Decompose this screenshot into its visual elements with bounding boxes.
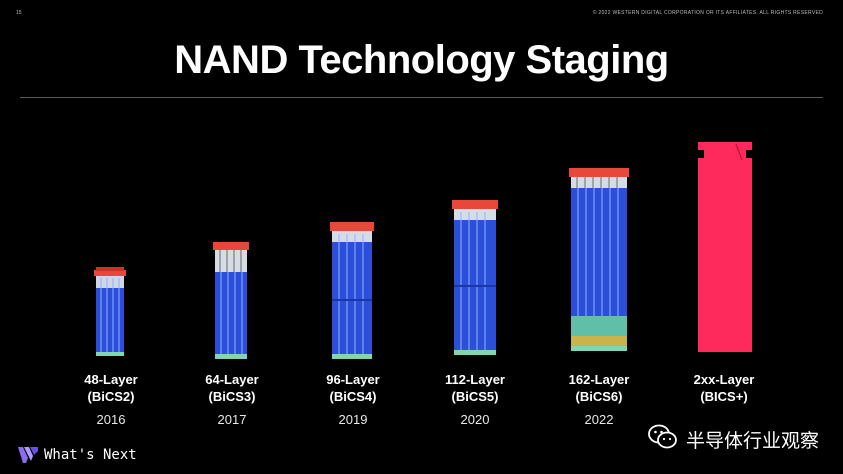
chip-illustration-bics2	[93, 266, 127, 358]
stage-layers: 64-Layer	[205, 372, 259, 387]
watermark-text: 半导体行业观察	[685, 430, 819, 452]
stage-code: (BiCS5)	[451, 389, 499, 404]
stage-code: (BiCS4)	[329, 389, 377, 404]
stage-code: (BiCS6)	[575, 389, 623, 404]
stage-year: 2019	[338, 412, 368, 427]
chip-illustration-bics3	[211, 240, 251, 362]
chip-illustration-bics5	[450, 198, 500, 358]
wechat-icon	[648, 424, 678, 455]
stage-year: 2020	[460, 412, 490, 427]
watermark: 半导体行业观察	[648, 424, 819, 455]
stage-layers: 112-Layer	[445, 372, 505, 387]
stage-code: (BICS+)	[700, 389, 748, 404]
stage-layers: 2xx-Layer	[693, 372, 755, 387]
page-number: 15	[16, 10, 22, 16]
footer-brand-text: What's Next	[44, 447, 137, 463]
title-divider	[20, 97, 823, 98]
stage-year: 2017	[217, 412, 247, 427]
copyright-notice: © 2022 WESTERN DIGITAL CORPORATION OR IT…	[592, 10, 823, 16]
stage-layers: 48-Layer	[84, 372, 138, 387]
stage-code: (BiCS2)	[87, 389, 135, 404]
stage-year: 2016	[96, 412, 126, 427]
chip-illustration-bics6	[567, 166, 631, 354]
stage-code: (BiCS3)	[208, 389, 256, 404]
chip-illustration-bics4	[328, 220, 376, 362]
wd-logo-icon	[18, 447, 38, 468]
slide-title: NAND Technology Staging	[174, 38, 669, 82]
stage-layers: 96-Layer	[326, 372, 380, 387]
stage-layers: 162-Layer	[568, 372, 630, 387]
chip-illustration-future	[694, 140, 756, 354]
stage-year: 2022	[584, 412, 614, 427]
